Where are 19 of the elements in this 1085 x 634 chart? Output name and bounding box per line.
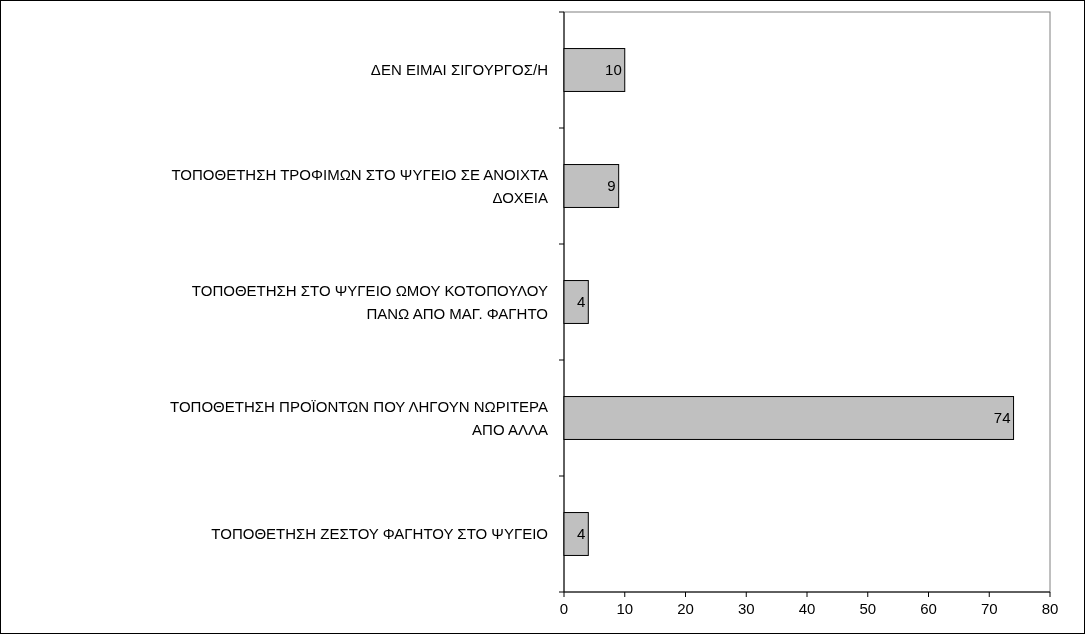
y-tick-label: ΤΟΠΟΘΕΤΗΣΗ ΣΤΟ ΨΥΓΕΙΟ ΩΜΟΥ ΚΟΤΟΠΟΥΛΟΥ ΠΑΝΩ ΑΠΟ ΜΑΓ. ΦΑΓΗΤΟ: [191, 282, 548, 322]
data-label: 74: [993, 409, 1011, 427]
data-label: 4: [576, 293, 586, 311]
x-tick-label: 60: [920, 600, 937, 617]
x-tick-label: 0: [559, 600, 569, 617]
y-tick-label: ΤΟΠΟΘΕΤΗΣΗ ΖΕΣΤΟΥ ΦΑΓΗΤΟΥ ΣΤΟ ΨΥΓΕΙΟ: [211, 525, 548, 543]
data-label: 10: [605, 61, 622, 79]
data-label: 9: [607, 177, 616, 195]
x-tick-label: 30: [737, 600, 755, 617]
x-tick-label: 70: [980, 600, 998, 617]
x-tick-label: 40: [798, 600, 816, 617]
y-tick-label: ΤΟΠΟΘΕΤΗΣΗ ΤΡΟΦΙΜΩΝ ΣΤΟ ΨΥΓΕΙΟ ΣΕ ΑΝΟΙΧΤΑ ΔΟΧΕΙΑ: [171, 166, 548, 206]
data-label: 4: [576, 525, 586, 543]
x-tick-label: 20: [677, 600, 694, 617]
y-tick-label: ΤΟΠΟΘΕΤΗΣΗ ΠΡΟΪΟΝΤΩΝ ΠΟΥ ΛΗΓΟΥΝ ΝΩΡΙΤΕΡΑ ΑΠΟ ΑΛΛΑ: [170, 398, 548, 438]
y-tick-label: ΔΕΝ ΕΙΜΑΙ ΣΙΓΟΥΡΓΟΣ/Η: [370, 61, 548, 79]
x-tick-label: 50: [859, 600, 877, 617]
x-tick-label: 80: [1041, 600, 1059, 617]
x-tick-label: 10: [616, 600, 634, 617]
